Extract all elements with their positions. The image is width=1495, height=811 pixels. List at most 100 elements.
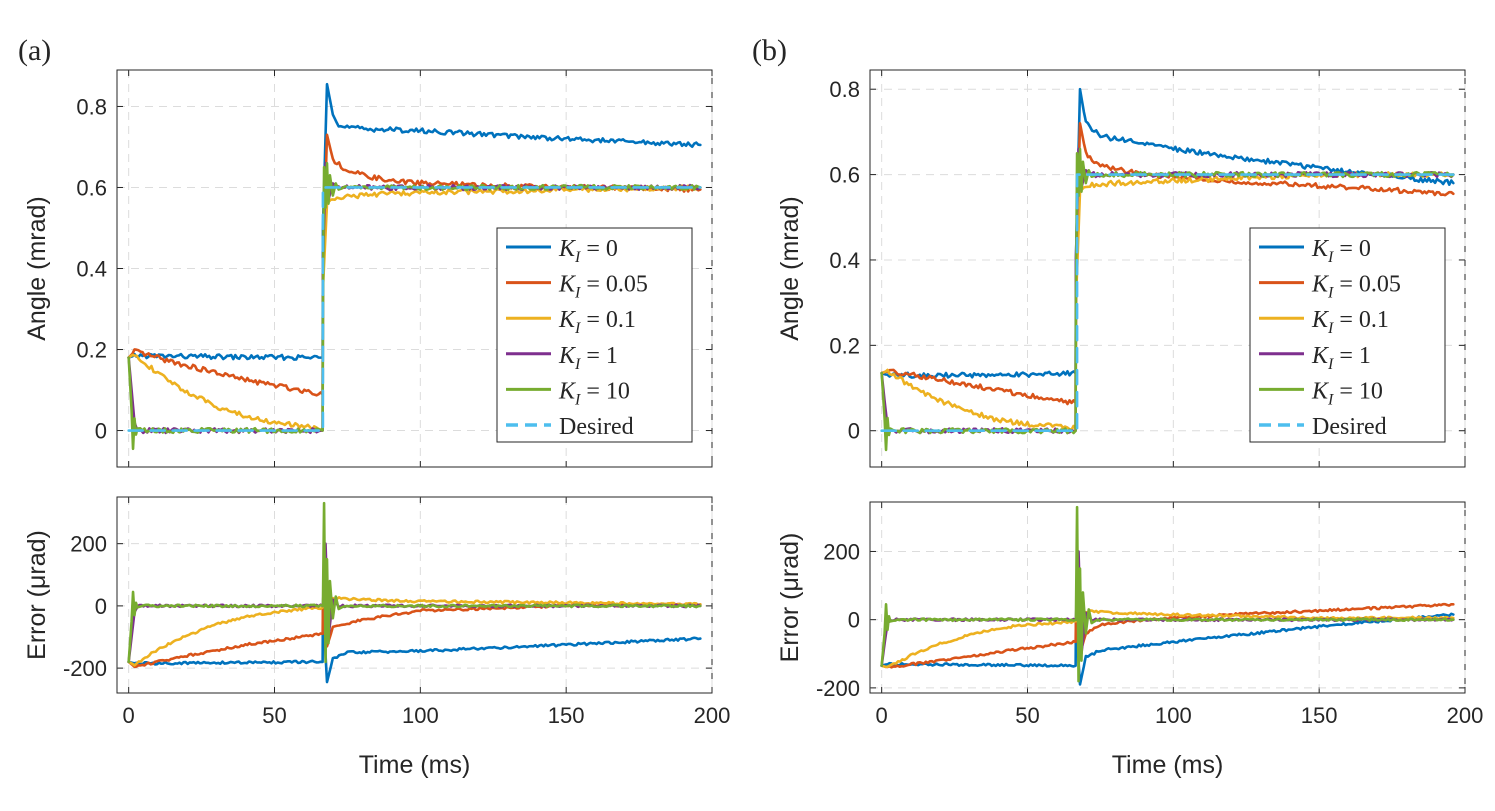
legend-subscript: I <box>574 391 581 408</box>
series-group <box>127 82 702 451</box>
legend-box <box>496 227 693 443</box>
y-tick-label: -200 <box>63 656 107 681</box>
legend-label: KI = 0 <box>558 236 618 266</box>
legend-value: = 10 <box>1333 378 1383 404</box>
y-tick-label: 0 <box>848 419 860 444</box>
legend-subscript: I <box>574 320 581 337</box>
legend-k: K <box>1311 307 1330 333</box>
x-tick-label: 200 <box>694 703 731 728</box>
series-group <box>127 501 702 684</box>
error-axes: 0 50 100 150 200 -200 0 200 Error (μrad) <box>23 496 730 728</box>
legend-label: KI = 0.05 <box>1311 272 1401 302</box>
y-tick-label: -200 <box>816 676 860 701</box>
legend-subscript: I <box>1327 249 1334 266</box>
legend-label: Desired <box>559 414 634 440</box>
legend-value: = 1 <box>580 343 618 369</box>
series-line-k-i-0 <box>127 604 702 684</box>
legend-label: KI = 0.1 <box>558 307 636 337</box>
x-tick-label: 0 <box>123 703 135 728</box>
y-axis-label: Angle (mrad) <box>23 196 51 341</box>
legend-label: KI = 0.05 <box>558 272 648 302</box>
panel-label: (a) <box>18 34 51 67</box>
x-tick-label: 150 <box>1301 703 1338 728</box>
tick-labels: 0 0.2 0.4 0.6 0.8 <box>829 77 860 444</box>
legend-k: K <box>558 307 577 333</box>
legend-k: K <box>1311 378 1330 404</box>
legend-label: KI = 10 <box>558 378 630 408</box>
tick-labels: 0 50 100 150 200 -200 0 200 <box>63 532 730 728</box>
y-tick-label: 0 <box>95 594 107 619</box>
series-line-desired <box>880 173 1455 433</box>
y-tick-label: 0.2 <box>76 338 107 363</box>
y-tick-label: 0.8 <box>76 94 107 119</box>
series-line-k-i-0 <box>127 82 702 362</box>
legend-value: = 10 <box>580 378 630 404</box>
legend-k: K <box>558 236 577 262</box>
legend-value: = 1 <box>1333 343 1371 369</box>
y-tick-label: 0.8 <box>829 77 860 102</box>
x-axis-label: Time (ms) <box>359 751 471 779</box>
legend-k: K <box>558 343 577 369</box>
legend-k: K <box>1311 236 1330 262</box>
legend-label: KI = 10 <box>1311 378 1383 408</box>
y-tick-label: 0.4 <box>829 248 860 273</box>
series-group <box>880 505 1455 686</box>
legend-value: = 0.1 <box>580 307 636 333</box>
y-axis-label: Error (μrad) <box>776 533 804 663</box>
legend-k: K <box>558 272 577 298</box>
error-axes: 0 50 100 150 200 -200 0 200 Error (μrad) <box>776 501 1483 728</box>
legend-subscript: I <box>1327 285 1334 302</box>
series-line-k-i-0 <box>880 87 1455 379</box>
legend-subscript: I <box>1327 320 1334 337</box>
legend-value: = 0.1 <box>1333 307 1389 333</box>
series-line-k-i-10 <box>880 505 1455 683</box>
legend-box <box>1249 227 1446 443</box>
plot-area <box>116 496 713 694</box>
y-tick-label: 200 <box>823 539 860 564</box>
y-tick-label: 200 <box>70 532 107 557</box>
x-tick-label: 50 <box>262 703 286 728</box>
legend-subscript: I <box>574 285 581 302</box>
panel-label: (b) <box>752 34 787 67</box>
legend-value: = 0 <box>1333 236 1371 262</box>
x-tick-label: 150 <box>548 703 585 728</box>
legend-value: = 0 <box>580 236 618 262</box>
tick-labels: 0 0.2 0.4 0.6 0.8 <box>76 94 107 443</box>
y-tick-label: 0.2 <box>829 333 860 358</box>
legend-label: KI = 0.1 <box>1311 307 1389 337</box>
y-axis-label: Error (μrad) <box>23 530 51 660</box>
y-axis-label: Angle (mrad) <box>776 196 804 341</box>
x-tick-label: 100 <box>402 703 439 728</box>
legend-k: K <box>1311 272 1330 298</box>
x-tick-label: 100 <box>1155 703 1192 728</box>
tick-labels: 0 50 100 150 200 -200 0 200 <box>816 539 1483 728</box>
series-line-k-i-0-1 <box>127 596 702 667</box>
y-tick-label: 0 <box>95 419 107 444</box>
x-tick-label: 50 <box>1015 703 1039 728</box>
series-line-k-i-10 <box>127 501 702 664</box>
series-line-desired <box>127 186 702 432</box>
y-tick-label: 0.6 <box>76 175 107 200</box>
legend-subscript: I <box>1327 356 1334 373</box>
series-line-k-i-0 <box>880 612 1455 686</box>
x-tick-label: 200 <box>1447 703 1484 728</box>
legend-label: KI = 1 <box>1311 343 1371 373</box>
legend-label: KI = 1 <box>558 343 618 373</box>
legend-k: K <box>1311 343 1330 369</box>
y-tick-label: 0 <box>848 608 860 633</box>
legend-k: K <box>558 378 577 404</box>
legend-subscript: I <box>574 356 581 373</box>
x-tick-label: 0 <box>876 703 888 728</box>
legend-subscript: I <box>574 249 581 266</box>
y-tick-label: 0.4 <box>76 257 107 282</box>
x-axis-label: Time (ms) <box>1112 751 1224 779</box>
legend-value: = 0.05 <box>580 272 648 298</box>
